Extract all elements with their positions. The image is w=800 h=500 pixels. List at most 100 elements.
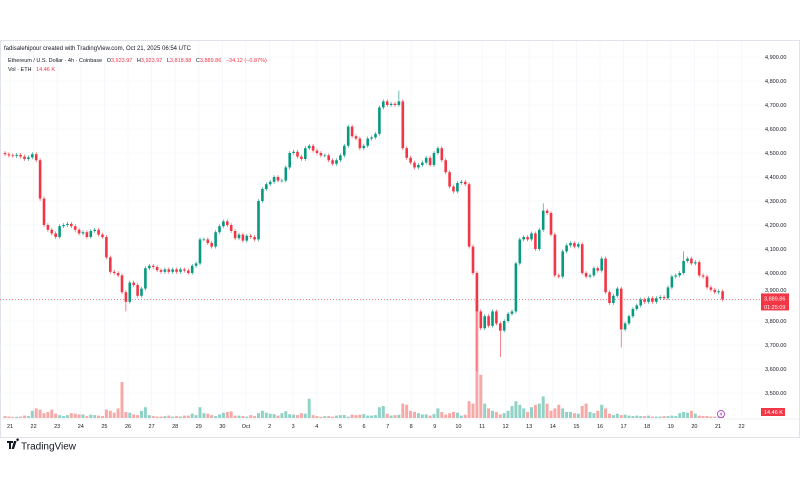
- price-tick-label: 4,900.00: [765, 55, 786, 61]
- candle-down: [662, 297, 666, 299]
- volume-bar: [104, 409, 108, 418]
- volume-bar: [639, 416, 643, 418]
- tradingview-logo-icon: [7, 438, 19, 449]
- candle-up: [666, 287, 670, 299]
- tradingview-logo-text: TradingView: [21, 442, 77, 453]
- candle-down: [23, 156, 26, 159]
- volume-bar: [327, 416, 331, 418]
- candle-up: [432, 153, 436, 165]
- time-tick-label: 7: [386, 424, 389, 430]
- volume-bar: [214, 416, 218, 418]
- volume-bar: [221, 412, 225, 418]
- candle-up: [522, 237, 525, 240]
- volume-bar: [557, 404, 561, 418]
- volume-bar: [233, 415, 237, 418]
- candle-up: [717, 291, 720, 293]
- candle-down: [34, 154, 38, 161]
- candle-up: [284, 167, 288, 181]
- volume-bar: [436, 408, 440, 418]
- candle-down: [319, 153, 323, 156]
- candle-up: [27, 157, 30, 159]
- candle-up: [257, 201, 260, 240]
- volume-bar: [444, 414, 448, 418]
- candle-down: [354, 136, 358, 139]
- volume-bar: [686, 412, 689, 418]
- volume-bar: [381, 406, 385, 418]
- candle-down: [428, 157, 432, 165]
- volume-bar: [276, 415, 280, 418]
- tradingview-logo[interactable]: TradingView: [7, 438, 77, 453]
- volume-bar: [623, 414, 627, 418]
- candle-up: [307, 145, 311, 149]
- candle-down: [11, 155, 15, 157]
- volume-bar: [510, 406, 514, 418]
- volume-bar: [342, 415, 346, 418]
- close-label: C: [196, 58, 200, 64]
- time-axis[interactable]: 21 22 23 24 25 26 27 28 29 30 Oct 2 3 4 5 6 7 8 9 10 11 12 13 1…: [7, 424, 745, 430]
- volume-bar: [405, 404, 409, 418]
- candle-down: [167, 269, 171, 272]
- candle-up: [237, 234, 241, 239]
- candle-down: [709, 287, 713, 290]
- candle-up: [569, 243, 572, 246]
- open-label: O: [107, 58, 112, 64]
- candle-up: [62, 225, 65, 227]
- candle-up: [89, 231, 93, 237]
- candle-up: [66, 223, 69, 225]
- volume-bar: [190, 413, 194, 418]
- volume-badge: 14.46 K: [761, 408, 785, 416]
- high-value: 3,923.97: [141, 58, 162, 64]
- time-tick-label: 27: [149, 424, 155, 430]
- candle-down: [385, 101, 389, 105]
- volume-bar: [452, 412, 455, 418]
- volume-bar: [120, 382, 124, 418]
- candle-down: [85, 232, 89, 237]
- candle-up: [304, 148, 307, 159]
- open-value: 3,923.97: [111, 58, 132, 64]
- lightning-icon[interactable]: [717, 410, 725, 418]
- time-tick-label: 18: [644, 424, 650, 430]
- volume-bar: [323, 416, 327, 418]
- price-tick-label: 4,100.00: [765, 247, 786, 253]
- candle-down: [210, 243, 213, 247]
- volume-bar: [627, 415, 631, 418]
- candle-down: [226, 221, 229, 225]
- volume-bar: [42, 413, 46, 418]
- volume-bar: [85, 416, 89, 418]
- volume-bar: [311, 415, 315, 418]
- last-price-badge: 3,889.86 01:25:09: [761, 293, 789, 311]
- candle-up: [518, 239, 522, 264]
- time-tick-label: 12: [503, 424, 509, 430]
- candle-up: [31, 154, 34, 158]
- time-tick-label: 21: [7, 424, 13, 430]
- candle-down: [643, 299, 646, 302]
- volume-bar: [420, 414, 424, 418]
- volume-bar: [658, 416, 662, 418]
- volume-bar: [498, 414, 502, 418]
- candle-up: [658, 297, 662, 299]
- volume-bar: [354, 415, 358, 418]
- volume-bar: [303, 413, 307, 418]
- candle-down: [42, 198, 46, 225]
- price-tick-label: 4,800.00: [765, 79, 786, 85]
- candle-up: [140, 288, 143, 296]
- time-tick-label: 3: [292, 424, 295, 430]
- volume-bar: [693, 413, 697, 418]
- candle-up: [436, 148, 440, 153]
- volume-bar: [541, 396, 545, 418]
- price-axis[interactable]: 4,900.00 4,800.00 4,700.00 4,600.00 4,500.00…: [765, 55, 786, 397]
- candle-up: [163, 269, 167, 272]
- candle-up: [93, 229, 96, 231]
- candle-down: [701, 275, 705, 277]
- volume-badge-label: 14.46 K: [764, 410, 783, 416]
- time-tick-label: 29: [196, 424, 202, 430]
- time-tick-label: 20: [691, 424, 697, 430]
- time-tick-label: Oct: [242, 424, 251, 430]
- volume-bar: [225, 412, 229, 418]
- candle-down: [705, 276, 709, 288]
- volume-bar: [494, 412, 498, 418]
- time-tick-label: 6: [362, 424, 365, 430]
- volume-bar: [179, 416, 182, 418]
- volume-bar: [50, 409, 54, 418]
